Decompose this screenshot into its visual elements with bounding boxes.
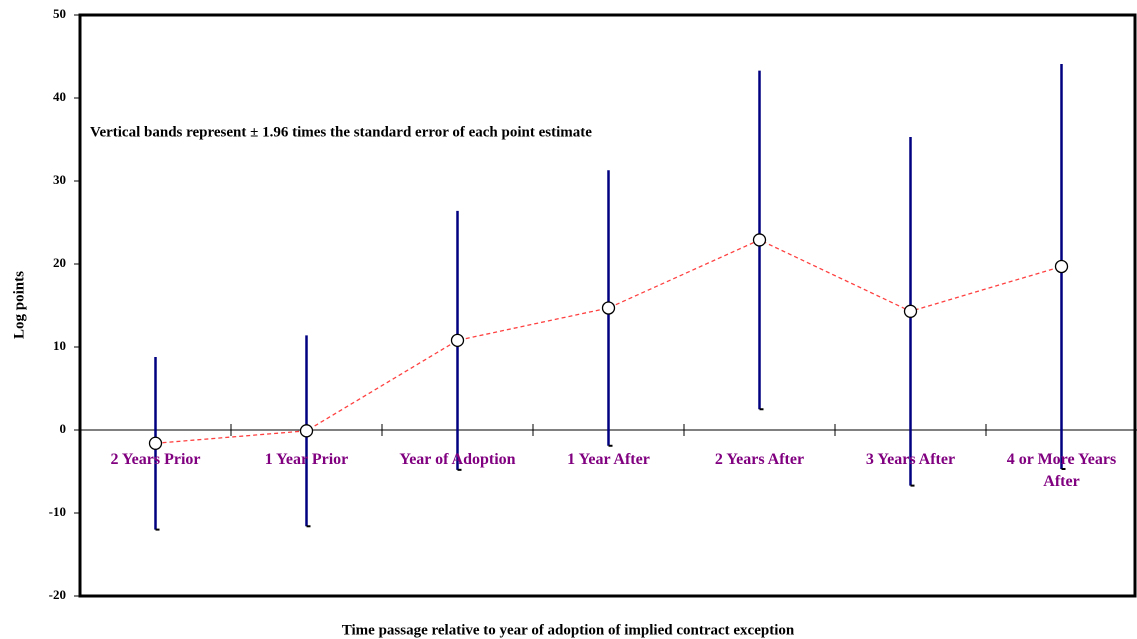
y-tick-label: 50	[53, 6, 66, 21]
x-tick-label: Year of Adoption	[399, 451, 516, 468]
plot-frame	[78, 13, 1137, 598]
y-tick-label: 30	[53, 172, 66, 187]
x-tick-label: 3 Years After	[865, 451, 956, 468]
point	[148, 436, 163, 450]
x-tick-label: 2 Years After	[714, 451, 805, 468]
y-tick-label: 20	[53, 255, 66, 270]
point	[450, 333, 465, 348]
point	[903, 304, 918, 318]
x-tick-label: 1 Year Prior	[264, 451, 349, 468]
point	[752, 233, 767, 247]
y-tick-label: 40	[53, 89, 66, 104]
y-tick-label: -10	[49, 504, 66, 519]
point	[601, 301, 616, 315]
annotation: Vertical bands represent ± 1.96 times th…	[90, 124, 592, 140]
x-tick-label: 2 Years Prior	[110, 451, 201, 468]
y-axis-title: Log points	[11, 271, 27, 339]
point	[299, 424, 314, 438]
y-tick-label: -20	[49, 587, 66, 602]
y-tick-label: 10	[53, 338, 66, 353]
x-tick-label: 4 or More Years After	[1006, 451, 1117, 490]
x-tick-label: 1 Year After	[567, 451, 650, 468]
point	[1054, 259, 1069, 274]
y-tick-label: 0	[60, 421, 67, 436]
x-axis-title: Time passage relative to year of adoptio…	[342, 622, 795, 638]
